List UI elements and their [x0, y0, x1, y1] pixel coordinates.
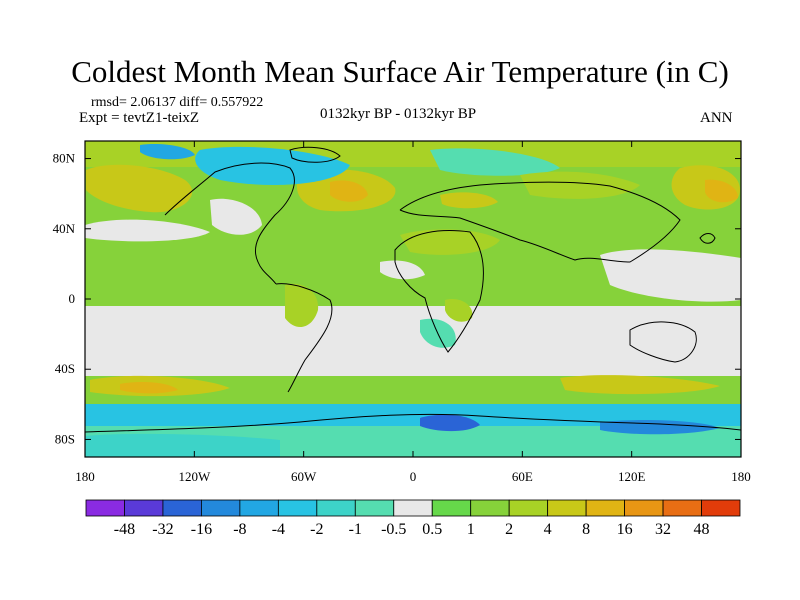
season-label: ANN	[700, 110, 733, 126]
colorbar-swatch	[393, 499, 433, 517]
coast-antarctica	[85, 413, 741, 433]
y-tick-label: 80N	[53, 151, 76, 166]
patch-sahara	[400, 229, 500, 255]
y-tick-label: 0	[69, 291, 76, 306]
colorbar-label: -1	[349, 521, 362, 538]
colorbar-swatch	[701, 499, 741, 517]
colorbar-swatch	[470, 499, 510, 517]
patch-central-asia	[520, 171, 640, 199]
colorbar-swatch	[547, 499, 587, 517]
coast-south-america	[275, 283, 333, 393]
colorbar-swatch	[85, 499, 125, 517]
colorbar-label: 8	[582, 521, 590, 538]
colorbar-swatch	[162, 499, 202, 517]
colorbar-swatch	[354, 499, 395, 517]
colorbar-label: -0.5	[381, 521, 406, 538]
map-field	[85, 141, 741, 457]
colorbar-label: 0.5	[422, 521, 442, 538]
colorbar-swatch	[239, 499, 279, 517]
patch-arctic-cold	[140, 144, 195, 160]
patch-north-america-cold	[195, 146, 350, 185]
patch-eurasia-cold	[430, 148, 560, 176]
colorbar-label: -16	[191, 521, 212, 538]
patch-us-neutral	[210, 198, 262, 235]
colorbar-swatch	[508, 499, 549, 517]
colorbar-swatch	[431, 499, 472, 517]
colorbar-label: -32	[152, 521, 173, 538]
stats-line: rmsd= 2.06137 diff= 0.557922	[91, 95, 264, 110]
colorbar-swatch	[662, 499, 702, 517]
period-label: 0132kyr BP - 0132kyr BP	[320, 106, 477, 122]
band-southern-neutral	[85, 306, 741, 376]
y-tick-label: 40S	[55, 361, 75, 376]
chart-title: Coldest Month Mean Surface Air Temperatu…	[71, 54, 729, 89]
patch-south-pacific-core	[120, 382, 178, 394]
colorbar-label: 4	[544, 521, 552, 538]
coast-australia	[629, 321, 697, 363]
y-tick-label: 40N	[53, 221, 76, 236]
colorbar-swatch	[624, 499, 664, 517]
colorbar-swatch	[201, 499, 241, 517]
colorbar-label: -2	[310, 521, 323, 538]
patch-antarctic-interior	[85, 433, 280, 457]
colorbar-label: -8	[233, 521, 246, 538]
experiment-label: Expt = tevtZ1-teixZ	[79, 110, 200, 126]
colorbar-label: 1	[467, 521, 475, 538]
x-tick-label: 60W	[291, 469, 317, 484]
coast-eurasia	[399, 181, 681, 263]
patch-south-africa	[445, 299, 473, 322]
coast-greenland	[289, 146, 341, 163]
colorbar-label: -4	[272, 521, 285, 538]
x-tick-label: 180	[75, 469, 95, 484]
coast-north-america	[164, 162, 295, 285]
x-tick-label: 180	[731, 469, 751, 484]
x-tick-label: 60E	[512, 469, 533, 484]
patch-weddell-cold	[420, 414, 480, 432]
colorbar-label: 2	[505, 521, 513, 538]
colorbar-label: 16	[617, 521, 633, 538]
patch-europe-warm	[440, 192, 498, 209]
x-tick-label: 0	[410, 469, 417, 484]
patch-west-pacific-core	[705, 179, 738, 203]
coastlines	[85, 146, 741, 433]
patch-south-indian-warm	[560, 375, 720, 395]
patch-pacific-neutral	[85, 219, 210, 242]
colorbar-label: 48	[694, 521, 710, 538]
x-axis: 180 120W 60W 0 60E 120E 180	[75, 141, 751, 484]
colorbar-swatch	[277, 499, 318, 517]
y-tick-label: 80S	[55, 431, 75, 446]
colorbar-swatch	[585, 499, 625, 517]
x-tick-label: 120W	[178, 469, 211, 484]
coast-japan	[699, 233, 716, 244]
patch-north-pacific	[86, 164, 193, 213]
patch-amazon	[285, 283, 319, 328]
colorbar: -48 -32 -16 -8 -4 -2 -1 -0.5 0.5 1 2 4 8 16 32 48	[85, 499, 741, 538]
patch-indo-pacific-neutral	[600, 249, 741, 302]
colorbar-swatch	[316, 499, 356, 517]
patch-gulf-guinea-neutral	[380, 260, 425, 280]
colorbar-swatch	[124, 499, 164, 517]
colorbar-label: 32	[655, 521, 671, 538]
patch-east-antarctic-cold	[600, 420, 720, 435]
patch-north-atlantic-core	[330, 180, 368, 202]
x-tick-label: 120E	[618, 469, 646, 484]
colorbar-label: -48	[114, 521, 135, 538]
y-axis: 80N 40N 0 40S 80S	[53, 151, 741, 446]
coast-africa	[394, 230, 484, 353]
